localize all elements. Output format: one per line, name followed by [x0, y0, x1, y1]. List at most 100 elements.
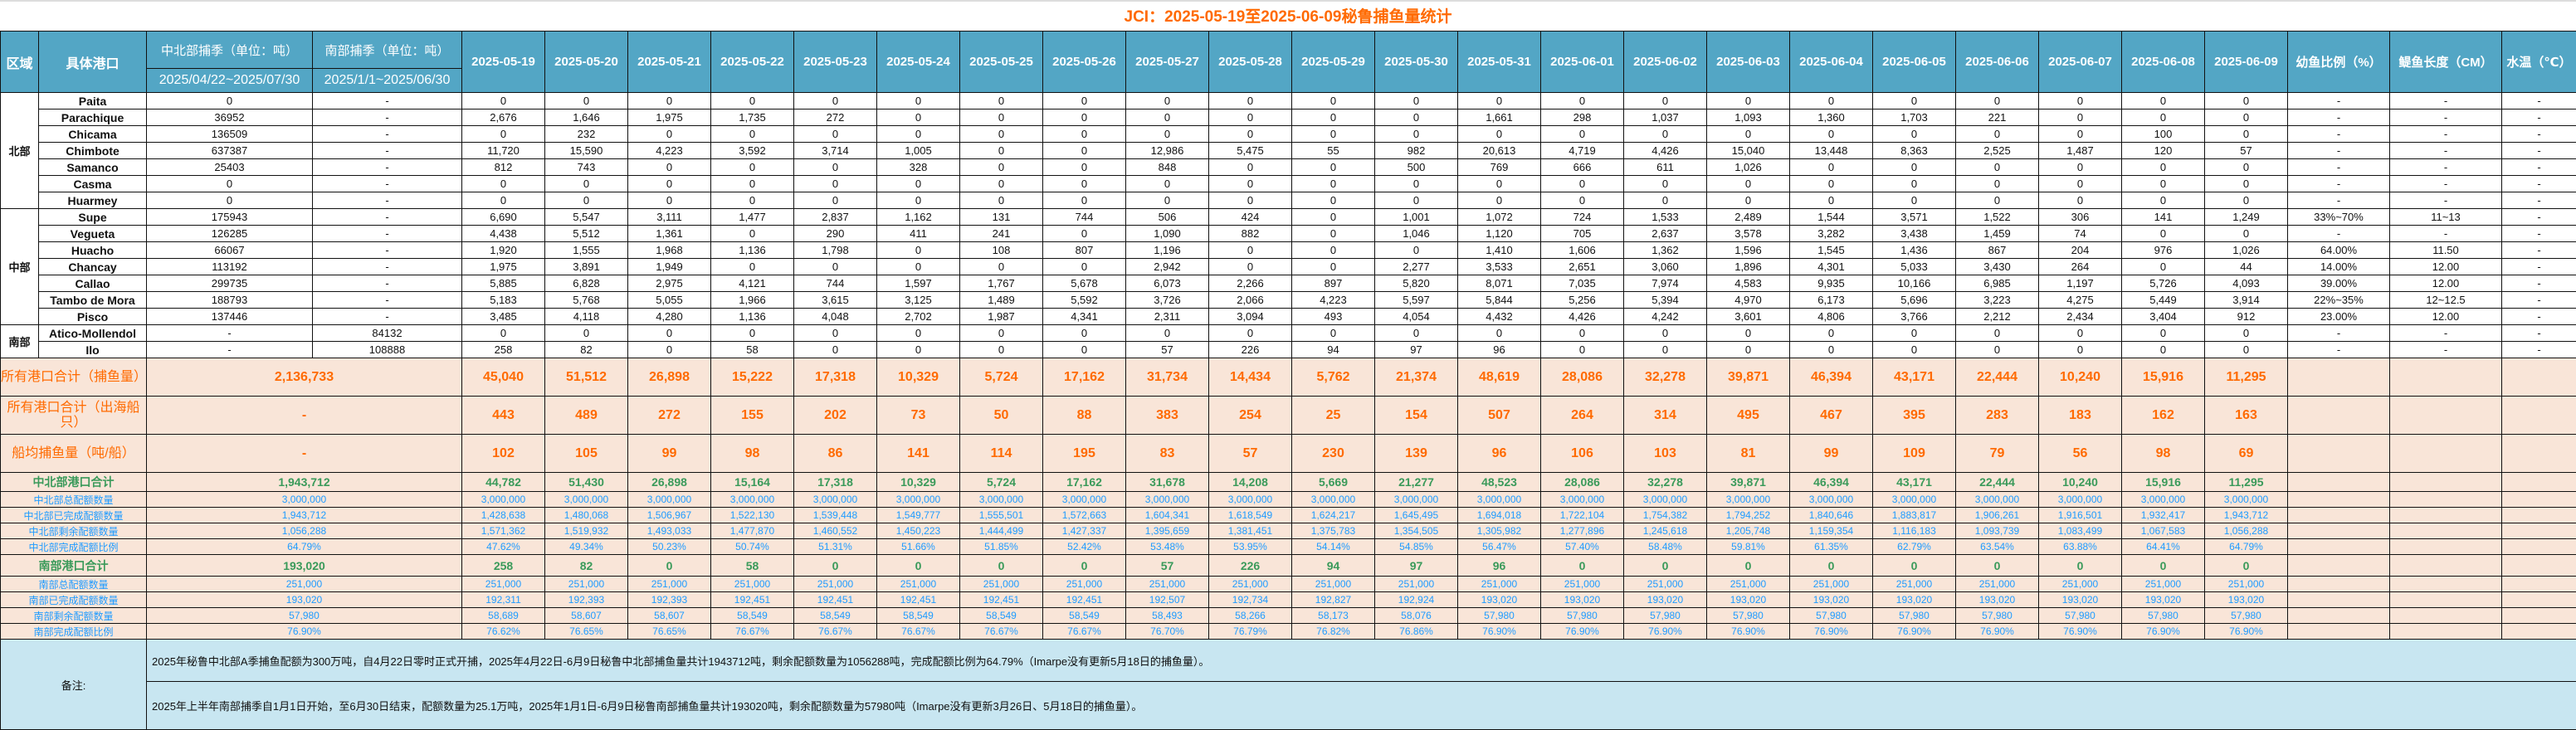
daily-catch: 0: [1291, 109, 1375, 126]
summary-daily-value: 58,607: [544, 607, 628, 624]
daily-catch: 3,533: [1457, 258, 1541, 275]
daily-catch: 4,275: [2038, 291, 2122, 309]
daily-catch: 0: [1291, 225, 1375, 242]
empty-cell: [2287, 607, 2390, 624]
daily-catch: 226: [1208, 341, 1292, 358]
summary-daily-value: 1,906,261: [1955, 507, 2039, 523]
summary-daily-value: 3,000,000: [1125, 491, 1209, 508]
port-row: Samanco 25403-812 743 0 0 0 328 0 0 848 0 0 500 769 66…: [1, 158, 2576, 176]
summary-daily-value: 0: [1540, 554, 1624, 577]
daily-catch: 0: [1374, 241, 1458, 259]
daily-catch: 2,212: [1955, 308, 2039, 325]
daily-catch: 4,719: [1540, 142, 1624, 159]
daily-catch: 743: [544, 158, 628, 176]
daily-catch: 882: [1208, 225, 1292, 242]
summary-daily-value: 195: [1042, 434, 1126, 473]
water-temp: -: [2501, 275, 2576, 292]
summary-daily-value: 15,164: [710, 472, 794, 492]
summary-daily-value: 495: [1706, 396, 1790, 435]
water-temp: -: [2501, 258, 2576, 275]
daily-catch: 4,048: [793, 308, 877, 325]
daily-catch: 58: [710, 341, 794, 358]
summary-daily-value: 61.35%: [1789, 538, 1873, 555]
daily-catch: 1,046: [1374, 225, 1458, 242]
summary-daily-value: 1,645,495: [1374, 507, 1458, 523]
summary-daily-value: 58,173: [1291, 607, 1375, 624]
daily-catch: 0: [2204, 192, 2288, 209]
daily-catch: 4,806: [1789, 308, 1873, 325]
daily-catch: 1,162: [876, 208, 960, 226]
empty-cell: [2501, 434, 2576, 473]
north-season-quota: 137446: [146, 308, 313, 325]
daily-catch: 0: [1623, 341, 1707, 358]
summary-daily-value: 192,451: [959, 591, 1043, 608]
daily-catch: 0: [461, 324, 545, 342]
daily-catch: 0: [627, 158, 711, 176]
daily-catch: 0: [710, 258, 794, 275]
summary-row-north-remaining: 中北部剩余配额数量 1,056,288 1,571,362 1,519,932 1,49…: [0, 523, 2576, 539]
daily-catch: 1,767: [959, 275, 1043, 292]
daily-catch: 0: [1872, 175, 1956, 192]
daily-catch: 705: [1540, 225, 1624, 242]
south-season-quota: 108888: [312, 341, 462, 358]
summary-total: 64.79%: [146, 538, 462, 555]
daily-catch: 15,040: [1706, 142, 1790, 159]
juvenile-ratio: 23.00%: [2287, 308, 2390, 325]
daily-catch: 500: [1374, 158, 1458, 176]
daily-catch: 4,426: [1540, 308, 1624, 325]
empty-cell: [2389, 591, 2502, 608]
port-name: Parachique: [38, 109, 147, 126]
summary-daily-value: 1,522,130: [710, 507, 794, 523]
summary-row-north-ratio: 中北部完成配额比例 64.79% 47.62% 49.34% 50.23% 50.74% 5…: [0, 538, 2576, 555]
summary-daily-value: 251,000: [1374, 576, 1458, 592]
summary-daily-value: 17,318: [793, 472, 877, 492]
summary-daily-value: 163: [2204, 396, 2288, 435]
daily-catch: 0: [793, 258, 877, 275]
summary-daily-value: 1,477,870: [710, 523, 794, 539]
anchovy-length: -: [2389, 341, 2502, 358]
summary-daily-value: 57,980: [1706, 607, 1790, 624]
daily-catch: 744: [793, 275, 877, 292]
daily-catch: 0: [1291, 192, 1375, 209]
juvenile-ratio: -: [2287, 225, 2390, 242]
daily-catch: 5,696: [1872, 291, 1956, 309]
daily-catch: 2,489: [1706, 208, 1790, 226]
summary-daily-value: 76.67%: [959, 623, 1043, 640]
daily-catch: 97: [1374, 341, 1458, 358]
daily-catch: 0: [1789, 158, 1873, 176]
daily-catch: 1,545: [1789, 241, 1873, 259]
daily-catch: 3,615: [793, 291, 877, 309]
daily-catch: 0: [2121, 341, 2205, 358]
empty-cell: [2501, 491, 2576, 508]
summary-daily-value: 251,000: [876, 576, 960, 592]
daily-catch: 0: [710, 324, 794, 342]
summary-daily-value: 1,943,712: [2204, 507, 2288, 523]
daily-catch: 6,985: [1955, 275, 2039, 292]
empty-cell: [2287, 623, 2390, 640]
header-date: 2025-06-09: [2204, 31, 2288, 93]
daily-catch: 0: [461, 175, 545, 192]
water-temp: -: [2501, 308, 2576, 325]
summary-daily-value: 98: [710, 434, 794, 473]
juvenile-ratio: -: [2287, 192, 2390, 209]
daily-catch: 4,121: [710, 275, 794, 292]
daily-catch: 1,360: [1789, 109, 1873, 126]
summary-daily-value: 3,000,000: [2038, 491, 2122, 508]
daily-catch: 0: [627, 125, 711, 143]
empty-cell: [2287, 507, 2390, 523]
header-south-season: 南部捕季（单位：吨）: [312, 31, 462, 69]
daily-catch: 1,136: [710, 308, 794, 325]
summary-label: 所有港口合计（捕鱼量）: [0, 358, 147, 397]
summary-daily-value: 58,549: [710, 607, 794, 624]
daily-catch: 1,597: [876, 275, 960, 292]
summary-row-south-ratio: 南部完成配额比例 76.90% 76.62% 76.65% 76.65% 76.67% 76…: [0, 623, 2576, 640]
port-name: Huacho: [38, 241, 147, 259]
daily-catch: 2,277: [1374, 258, 1458, 275]
north-season-quota: 299735: [146, 275, 313, 292]
daily-catch: 0: [793, 192, 877, 209]
summary-daily-value: 96: [1457, 554, 1541, 577]
water-temp: -: [2501, 92, 2576, 110]
summary-daily-value: 226: [1208, 554, 1292, 577]
daily-catch: 1,459: [1955, 225, 2039, 242]
daily-catch: 0: [793, 175, 877, 192]
